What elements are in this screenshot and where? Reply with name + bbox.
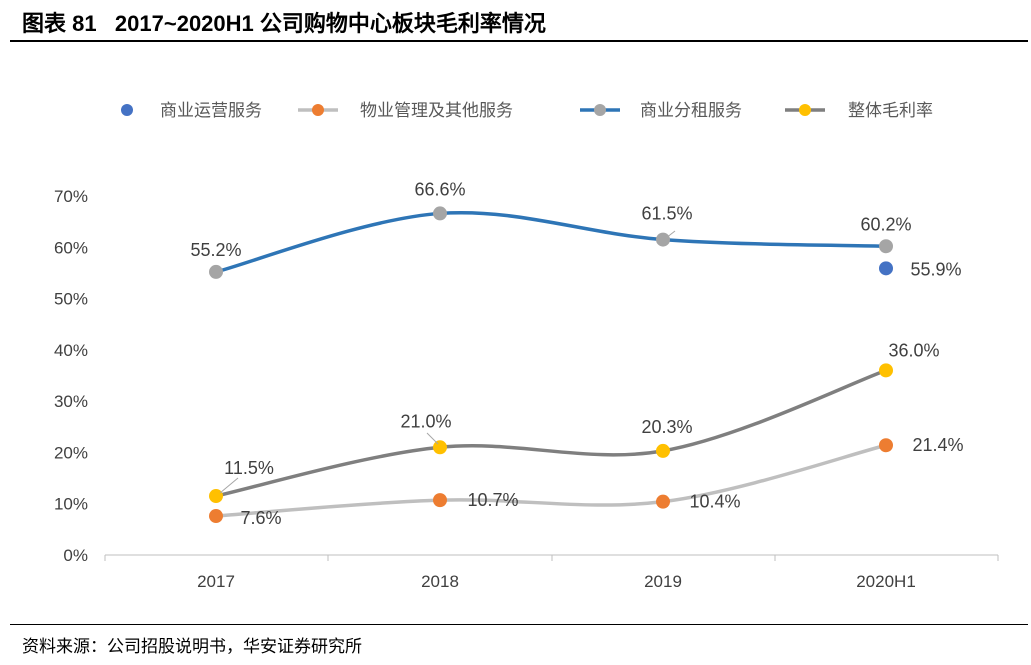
data-point	[209, 489, 223, 504]
data-point	[209, 264, 223, 279]
leader-line	[426, 432, 439, 445]
series-line	[215, 443, 887, 518]
x-tick-label: 2019	[644, 572, 682, 591]
legend-marker	[799, 104, 811, 116]
y-tick-label: 20%	[54, 443, 88, 462]
legend-marker	[121, 104, 133, 116]
y-tick-label: 10%	[54, 495, 88, 514]
x-tick-label: 2017	[197, 572, 235, 591]
y-tick-label: 40%	[54, 341, 88, 360]
data-point	[656, 232, 670, 247]
data-label: 20.3%	[641, 417, 692, 437]
data-label: 10.7%	[467, 490, 518, 510]
data-label: 36.0%	[888, 340, 939, 360]
data-point	[879, 363, 893, 378]
y-tick-label: 30%	[54, 392, 88, 411]
data-point	[433, 440, 447, 455]
data-label: 7.6%	[240, 508, 281, 528]
y-tick-label: 0%	[63, 546, 88, 565]
source-note: 资料来源：公司招股说明书，华安证券研究所	[22, 637, 362, 656]
data-label: 60.2%	[860, 214, 911, 234]
data-label: 21.4%	[912, 435, 963, 455]
data-label: 55.2%	[190, 240, 241, 260]
data-point	[656, 443, 670, 458]
legend-label: 整体毛利率	[848, 101, 933, 120]
data-label: 21.0%	[400, 411, 451, 431]
x-tick-label: 2018	[421, 572, 459, 591]
data-label: 10.4%	[689, 492, 740, 512]
series-line	[215, 211, 887, 274]
legend-label: 商业运营服务	[160, 101, 262, 120]
legend-label: 物业管理及其他服务	[360, 101, 513, 120]
y-tick-label: 60%	[54, 238, 88, 257]
data-point	[433, 206, 447, 221]
data-point	[879, 239, 893, 254]
x-tick-label: 2020H1	[856, 572, 916, 591]
data-point	[656, 494, 670, 509]
y-tick-label: 70%	[54, 187, 88, 206]
data-label: 55.9%	[910, 259, 961, 279]
data-label: 66.6%	[414, 179, 465, 199]
leader-line	[665, 230, 676, 239]
series-line	[215, 368, 887, 498]
data-point	[879, 261, 893, 276]
data-point	[433, 493, 447, 508]
leader-line	[219, 477, 239, 494]
legend-marker	[312, 104, 324, 116]
data-point	[209, 509, 223, 524]
data-label: 11.5%	[224, 458, 274, 478]
chart-title: 图表 81 2017~2020H1 公司购物中心板块毛利率情况	[22, 11, 546, 36]
source-divider	[10, 624, 1028, 625]
y-tick-label: 50%	[54, 290, 88, 309]
title-divider	[10, 40, 1028, 42]
data-label: 61.5%	[641, 204, 692, 224]
legend-label: 商业分租服务	[640, 101, 742, 120]
legend-marker	[594, 104, 606, 116]
data-point	[879, 438, 893, 453]
